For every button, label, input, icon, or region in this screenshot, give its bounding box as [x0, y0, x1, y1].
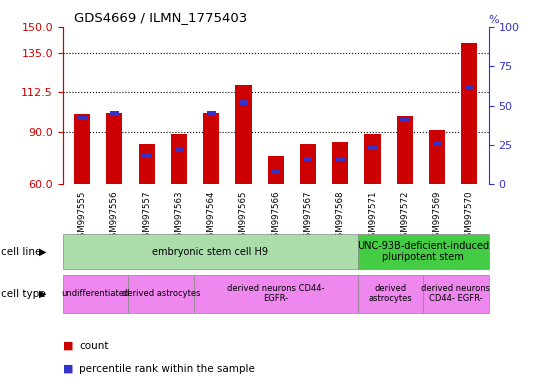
Bar [304, 157, 312, 161]
Bar [171, 134, 187, 184]
Text: cell type: cell type [1, 289, 46, 299]
Bar [336, 157, 345, 161]
Text: ■: ■ [63, 341, 73, 351]
Text: GDS4669 / ILMN_1775403: GDS4669 / ILMN_1775403 [74, 12, 247, 25]
Bar [139, 144, 155, 184]
Text: ▶: ▶ [39, 247, 47, 257]
Bar [203, 113, 219, 184]
Bar [432, 141, 442, 146]
Bar [143, 154, 151, 158]
Bar [465, 84, 474, 89]
Bar [110, 111, 119, 116]
Bar [74, 114, 90, 184]
Bar [271, 170, 280, 174]
Text: ▶: ▶ [39, 289, 47, 299]
Bar [175, 147, 183, 152]
Bar [397, 116, 413, 184]
Text: ■: ■ [63, 364, 73, 374]
Text: UNC-93B-deficient-induced
pluripotent stem: UNC-93B-deficient-induced pluripotent st… [357, 241, 489, 262]
Bar [368, 146, 377, 150]
Text: count: count [79, 341, 109, 351]
Text: derived
astrocytes: derived astrocytes [369, 284, 412, 303]
Bar [78, 116, 87, 120]
Bar [400, 118, 409, 122]
Text: derived neurons
CD44- EGFR-: derived neurons CD44- EGFR- [422, 284, 490, 303]
Text: cell line: cell line [1, 247, 41, 257]
Text: undifferentiated: undifferentiated [61, 289, 130, 298]
Text: derived astrocytes: derived astrocytes [122, 289, 200, 298]
Text: embryonic stem cell H9: embryonic stem cell H9 [152, 247, 268, 257]
Bar [300, 144, 316, 184]
Bar [461, 43, 477, 184]
Bar [235, 84, 252, 184]
Bar [268, 156, 284, 184]
Bar [239, 100, 248, 104]
Bar [106, 113, 122, 184]
Bar [365, 134, 381, 184]
Text: %: % [489, 15, 499, 25]
Bar [207, 111, 216, 116]
Bar [429, 130, 445, 184]
Text: derived neurons CD44-
EGFR-: derived neurons CD44- EGFR- [227, 284, 324, 303]
Text: percentile rank within the sample: percentile rank within the sample [79, 364, 255, 374]
Bar [332, 142, 348, 184]
